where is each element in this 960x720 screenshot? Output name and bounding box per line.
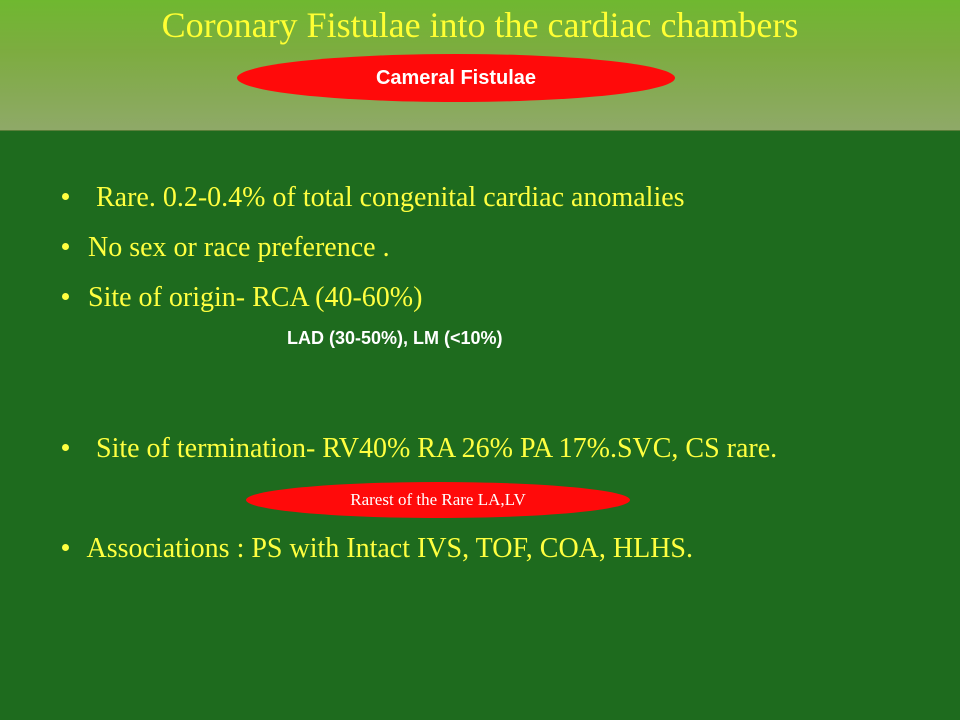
slide-body bbox=[0, 131, 960, 720]
bullet-icon bbox=[62, 243, 69, 251]
bullet-text: Rare. 0.2-0.4% of total congenital cardi… bbox=[96, 182, 685, 213]
bullet-item-sex-race: No sex or race preference . bbox=[62, 231, 390, 265]
bullet-icon bbox=[62, 293, 69, 301]
bullet-item-termination: Site of termination- RV40% RA 26% PA 17%… bbox=[62, 432, 777, 466]
rarest-note-badge: Rarest of the Rare LA,LV bbox=[246, 482, 630, 518]
bullet-text: Site of origin- RCA (40-60%) bbox=[88, 282, 423, 313]
origin-sub-line: LAD (30-50%), LM (<10%) bbox=[287, 328, 503, 348]
bullet-icon bbox=[62, 193, 69, 201]
bullet-icon bbox=[62, 444, 69, 452]
bullet-item-associations: Associations : PS with Intact IVS, TOF, … bbox=[62, 532, 693, 566]
slide-header: Coronary Fistulae into the cardiac chamb… bbox=[0, 0, 960, 131]
slide-title: Coronary Fistulae into the cardiac chamb… bbox=[161, 5, 799, 45]
bullet-item-rarity: Rare. 0.2-0.4% of total congenital cardi… bbox=[62, 181, 685, 215]
bullet-text: No sex or race preference . bbox=[88, 232, 390, 263]
bullet-text: Associations : PS with Intact IVS, TOF, … bbox=[86, 533, 694, 564]
bullet-text: Site of termination- RV40% RA 26% PA 17%… bbox=[96, 433, 778, 464]
cameral-fistulae-badge: Cameral Fistulae bbox=[237, 54, 675, 102]
rarest-note-label: Rarest of the Rare LA,LV bbox=[350, 490, 526, 509]
badge-label: Cameral Fistulae bbox=[375, 66, 537, 89]
bullet-item-origin: Site of origin- RCA (40-60%) bbox=[62, 281, 422, 315]
bullet-icon bbox=[62, 544, 69, 552]
